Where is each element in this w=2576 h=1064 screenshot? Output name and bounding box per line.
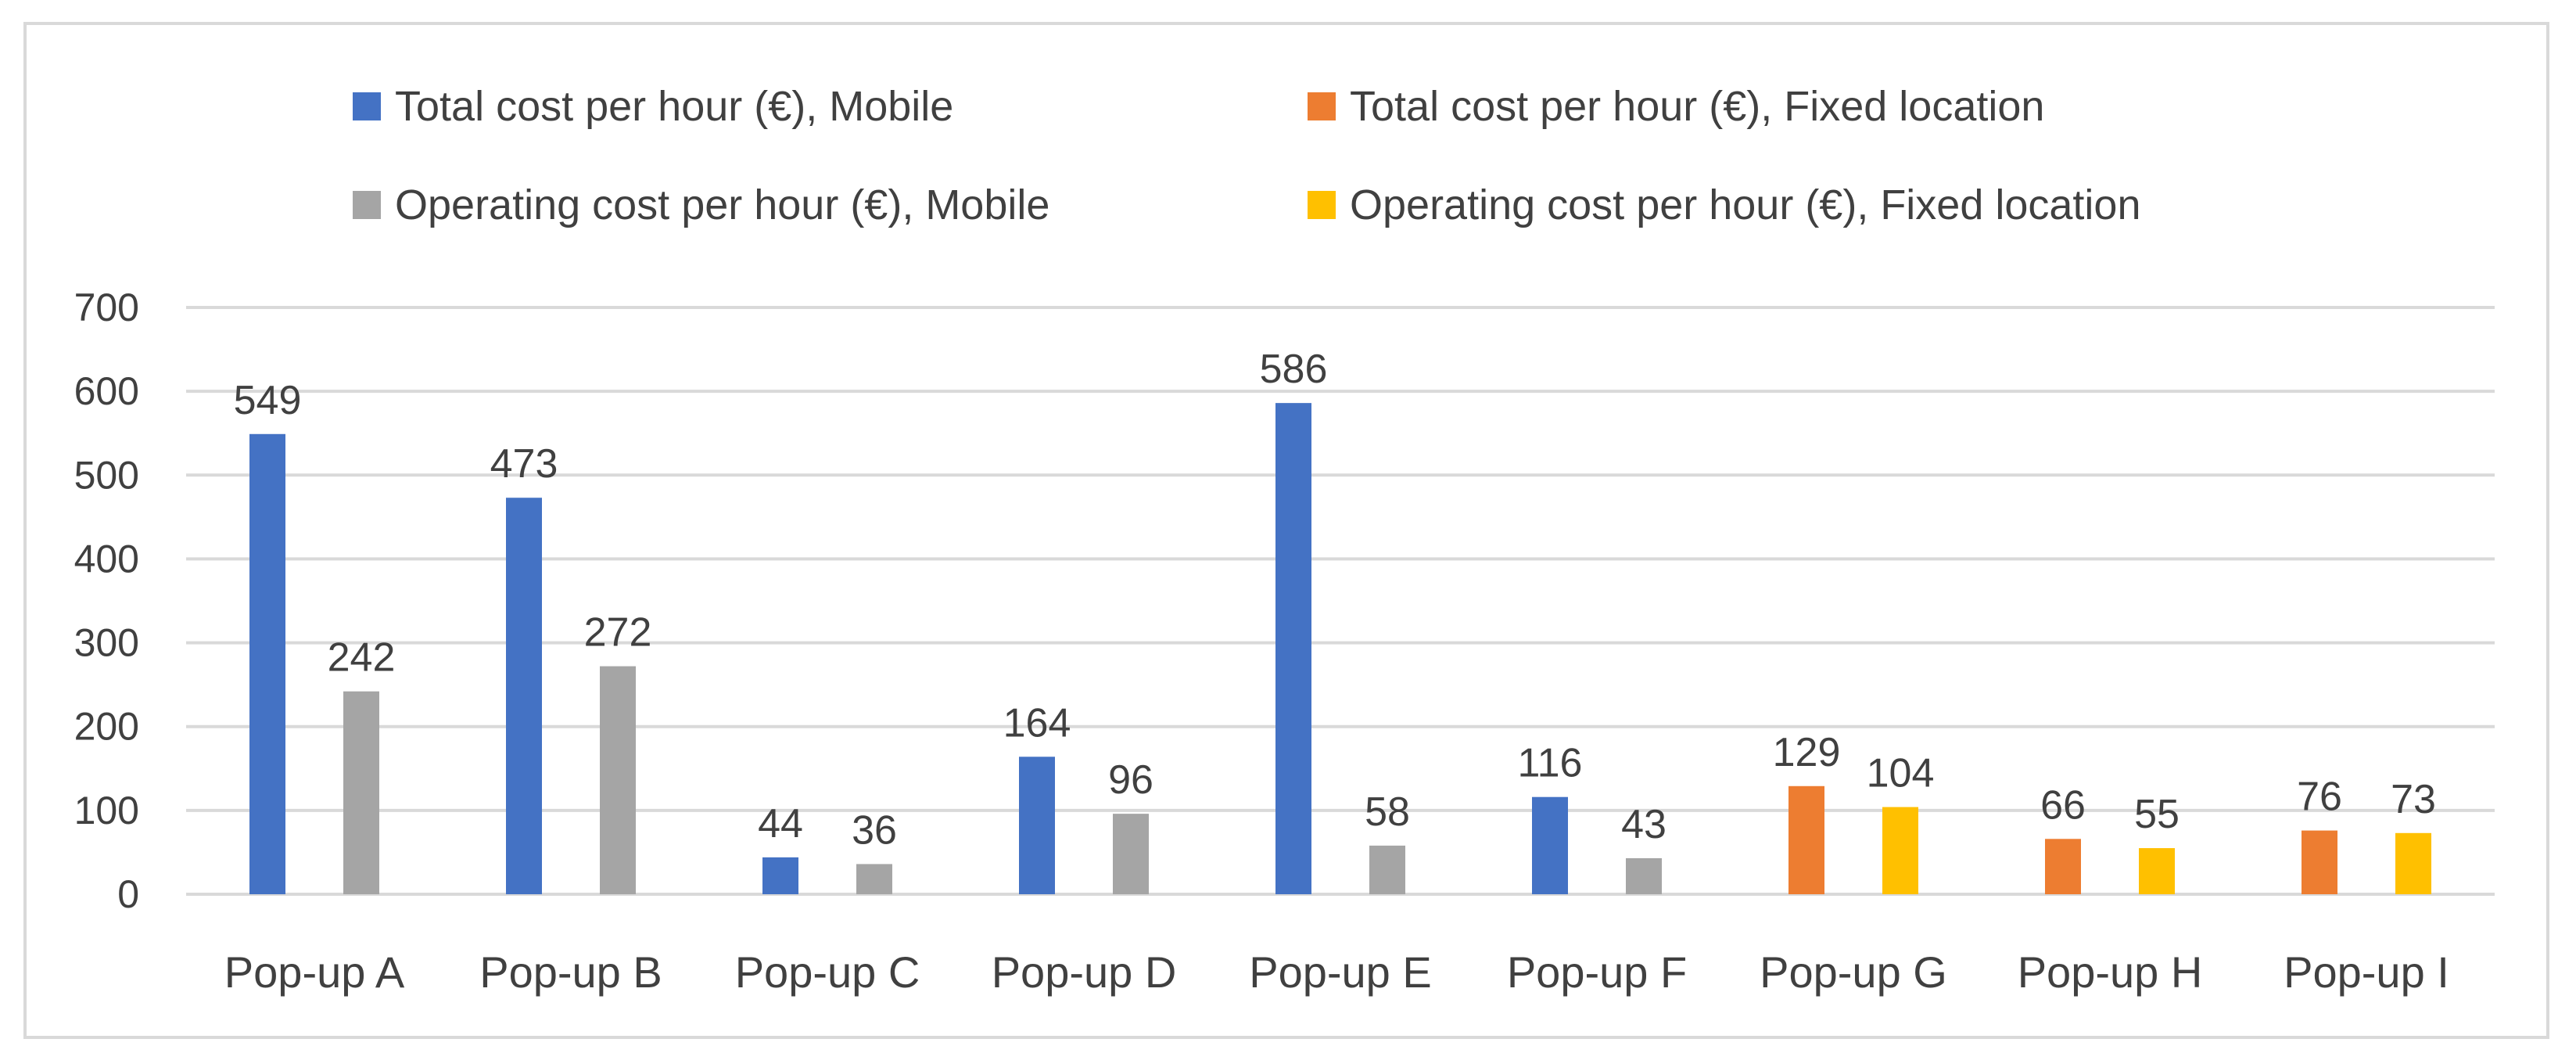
category-label: Pop-up A: [224, 947, 405, 997]
category-label: Pop-up D: [992, 947, 1177, 997]
category-label: Pop-up I: [2284, 947, 2449, 997]
data-label: 242: [328, 635, 396, 681]
data-label: 549: [234, 378, 302, 423]
bar-pop-up-c-series-1: [856, 864, 892, 894]
data-label: 73: [2391, 777, 2436, 822]
bar-pop-up-e-series-0: [1275, 403, 1311, 894]
bar-pop-up-b-series-0: [506, 498, 542, 894]
legend-label: Total cost per hour (€), Mobile: [395, 83, 953, 130]
y-tick-label: 200: [74, 705, 139, 749]
legend-label: Total cost per hour (€), Fixed location: [1350, 83, 2044, 130]
legend-swatch: [353, 92, 381, 120]
data-label: 58: [1365, 789, 1410, 835]
legend: Total cost per hour (€), Mobile Total cos…: [353, 83, 2141, 228]
y-tick-label: 100: [74, 789, 139, 832]
data-label: 473: [490, 441, 558, 487]
bar-pop-up-d-series-1: [1113, 814, 1149, 894]
gridlines: [186, 306, 2495, 896]
data-label: 586: [1260, 347, 1328, 392]
bar-pop-up-g-series-2: [1788, 785, 1824, 894]
data-labels: 549 242 473 272 44 36 164 96 586 58 116 43 129 104 66 5…: [234, 347, 2436, 853]
y-tick-label: 300: [74, 621, 139, 665]
legend-swatch: [353, 191, 381, 219]
data-label: 116: [1518, 741, 1583, 786]
data-label: 164: [1003, 700, 1071, 746]
legend-swatch: [1308, 191, 1336, 219]
category-label: Pop-up F: [1507, 947, 1687, 997]
y-tick-label: 0: [117, 872, 139, 916]
bars: [249, 403, 2431, 894]
bar-pop-up-b-series-1: [600, 666, 636, 894]
legend-swatch: [1308, 92, 1336, 120]
category-label: Pop-up C: [735, 947, 920, 997]
legend-label: Operating cost per hour (€), Mobile: [395, 182, 1049, 228]
x-axis-categories: Pop-up A Pop-up B Pop-up C Pop-up D Pop-up E…: [224, 947, 2449, 997]
bar-pop-up-f-series-0: [1532, 796, 1568, 894]
data-label: 272: [584, 610, 652, 656]
bar-pop-up-h-series-3: [2139, 848, 2175, 894]
data-label: 36: [852, 807, 897, 853]
bar-pop-up-h-series-2: [2045, 839, 2081, 894]
data-label: 129: [1773, 730, 1841, 775]
bar-pop-up-a-series-1: [343, 691, 379, 894]
category-label: Pop-up B: [479, 947, 662, 997]
y-tick-label: 700: [74, 286, 139, 329]
data-label: 43: [1621, 802, 1667, 847]
y-axis-ticks: 0 100 200 300 400 500 600 700: [74, 286, 139, 916]
y-tick-label: 400: [74, 537, 139, 581]
bar-pop-up-e-series-1: [1369, 845, 1405, 894]
category-label: Pop-up E: [1249, 947, 1432, 997]
y-tick-label: 500: [74, 453, 139, 497]
data-label: 44: [758, 801, 803, 847]
legend-label: Operating cost per hour (€), Fixed locat…: [1350, 182, 2141, 228]
data-label: 104: [1867, 751, 1935, 796]
bar-pop-up-i-series-3: [2395, 832, 2431, 894]
category-label: Pop-up G: [1760, 947, 1947, 997]
data-label: 66: [2040, 782, 2086, 828]
bar-pop-up-a-series-0: [249, 433, 285, 894]
bar-pop-up-i-series-2: [2302, 830, 2337, 894]
category-label: Pop-up H: [2018, 947, 2203, 997]
y-tick-label: 600: [74, 369, 139, 413]
data-label: 55: [2134, 792, 2180, 837]
data-label: 96: [1108, 757, 1153, 803]
bar-pop-up-g-series-3: [1882, 807, 1918, 894]
bar-pop-up-d-series-0: [1019, 757, 1055, 894]
data-label: 76: [2297, 775, 2342, 820]
bar-pop-up-f-series-1: [1626, 857, 1662, 894]
bar-pop-up-c-series-0: [762, 857, 798, 894]
